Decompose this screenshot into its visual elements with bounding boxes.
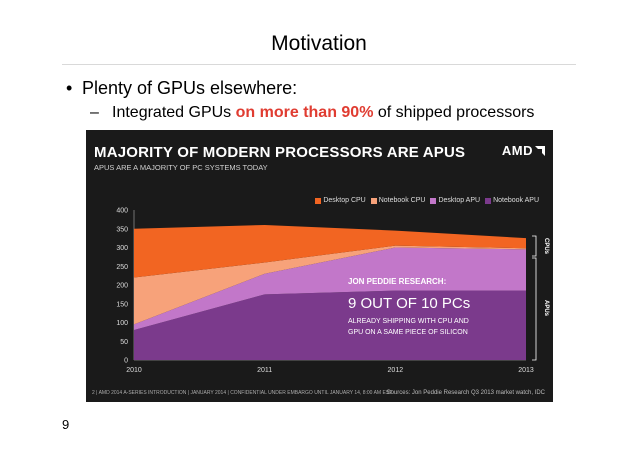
bullet-text: Plenty of GPUs elsewhere: — [82, 78, 298, 98]
legend-swatch — [485, 197, 492, 204]
y-tick-label: 50 — [120, 339, 128, 346]
y-tick-label: 400 — [116, 208, 128, 215]
sub-bullet-suffix: of shipped processors — [373, 104, 535, 121]
legend-swatch — [430, 197, 437, 204]
bullet-item: • Plenty of GPUs elsewhere: — [66, 78, 297, 99]
slide-title: Motivation — [271, 32, 367, 55]
y-tick-label: 250 — [116, 264, 128, 271]
area-desktop-cpu — [134, 225, 526, 278]
sub-bullet-item: – Integrated GPUs on more than 90% of shi… — [90, 104, 534, 122]
x-tick-label: 2010 — [126, 367, 142, 374]
x-tick-label: 2012 — [388, 367, 404, 374]
area-notebook-apu — [134, 290, 526, 360]
cpus-bracket — [532, 235, 537, 257]
legend-label: Notebook APU — [493, 197, 539, 204]
chart-legend: Desktop CPU Notebook CPU Desktop APU Not… — [315, 197, 539, 204]
panel-subtitle: APUS ARE A MAJORITY OF PC SYSTEMS TODAY — [94, 163, 268, 172]
sub-bullet-prefix: Integrated GPUs — [112, 104, 236, 121]
cpus-label: CPUs — [543, 238, 549, 255]
amd-logo: AMD — [502, 143, 545, 158]
legend-label: Desktop APU — [438, 197, 481, 204]
legend-swatch — [315, 197, 322, 204]
legend-item-desktop-apu: Desktop APU — [430, 197, 480, 204]
panel-title: MAJORITY OF MODERN PROCESSORS ARE APUS — [94, 144, 466, 161]
sub-bullet-highlight: on more than 90% — [235, 104, 374, 121]
amd-logo-text: AMD — [501, 143, 533, 158]
annotation-heading: JON PEDDIE RESEARCH: — [348, 277, 446, 286]
legend-label: Notebook CPU — [378, 197, 426, 204]
area-desktop-apu — [134, 247, 526, 330]
legend-label: Desktop CPU — [323, 197, 366, 204]
legend-item-notebook-apu: Notebook APU — [485, 197, 539, 204]
page-number: 9 — [62, 417, 70, 432]
stacked-area-chart: 0 50 100 150 200 250 300 350 400 2010 2011 2012 2013… — [116, 208, 549, 375]
annotation-headline: 9 OUT OF 10 PCs — [348, 295, 470, 312]
legend-swatch — [370, 197, 377, 204]
y-tick-label: 350 — [116, 226, 128, 233]
panel-footer-sources: Sources: Jon Peddie Research Q3 2013 mar… — [386, 390, 545, 396]
title-divider — [62, 64, 576, 65]
y-tick-label: 0 — [124, 358, 128, 365]
y-tick-label: 100 — [116, 320, 128, 327]
amd-chart-panel: MAJORITY OF MODERN PROCESSORS ARE APUS A… — [86, 130, 553, 402]
x-tick-label: 2013 — [518, 367, 534, 374]
x-tick-label: 2011 — [257, 367, 272, 374]
legend-item-desktop-cpu: Desktop CPU — [315, 197, 366, 204]
y-tick-label: 200 — [116, 283, 128, 290]
apus-bracket — [532, 257, 537, 361]
annotation-body-line: GPU ON A SAME PIECE OF SILICON — [348, 329, 468, 336]
annotation-body-line: ALREADY SHIPPING WITH CPU AND — [348, 318, 469, 325]
sub-bullet-marker: – — [90, 104, 99, 121]
area-notebook-cpu — [134, 245, 526, 325]
y-tick-label: 300 — [116, 245, 128, 252]
bullet-marker: • — [66, 78, 73, 98]
apus-label: APUs — [543, 300, 549, 317]
panel-footer-left: 2 | AMD 2014 A-SERIES INTRODUCTION | JAN… — [92, 390, 393, 396]
legend-item-notebook-cpu: Notebook CPU — [370, 197, 426, 204]
y-tick-label: 150 — [116, 301, 128, 308]
